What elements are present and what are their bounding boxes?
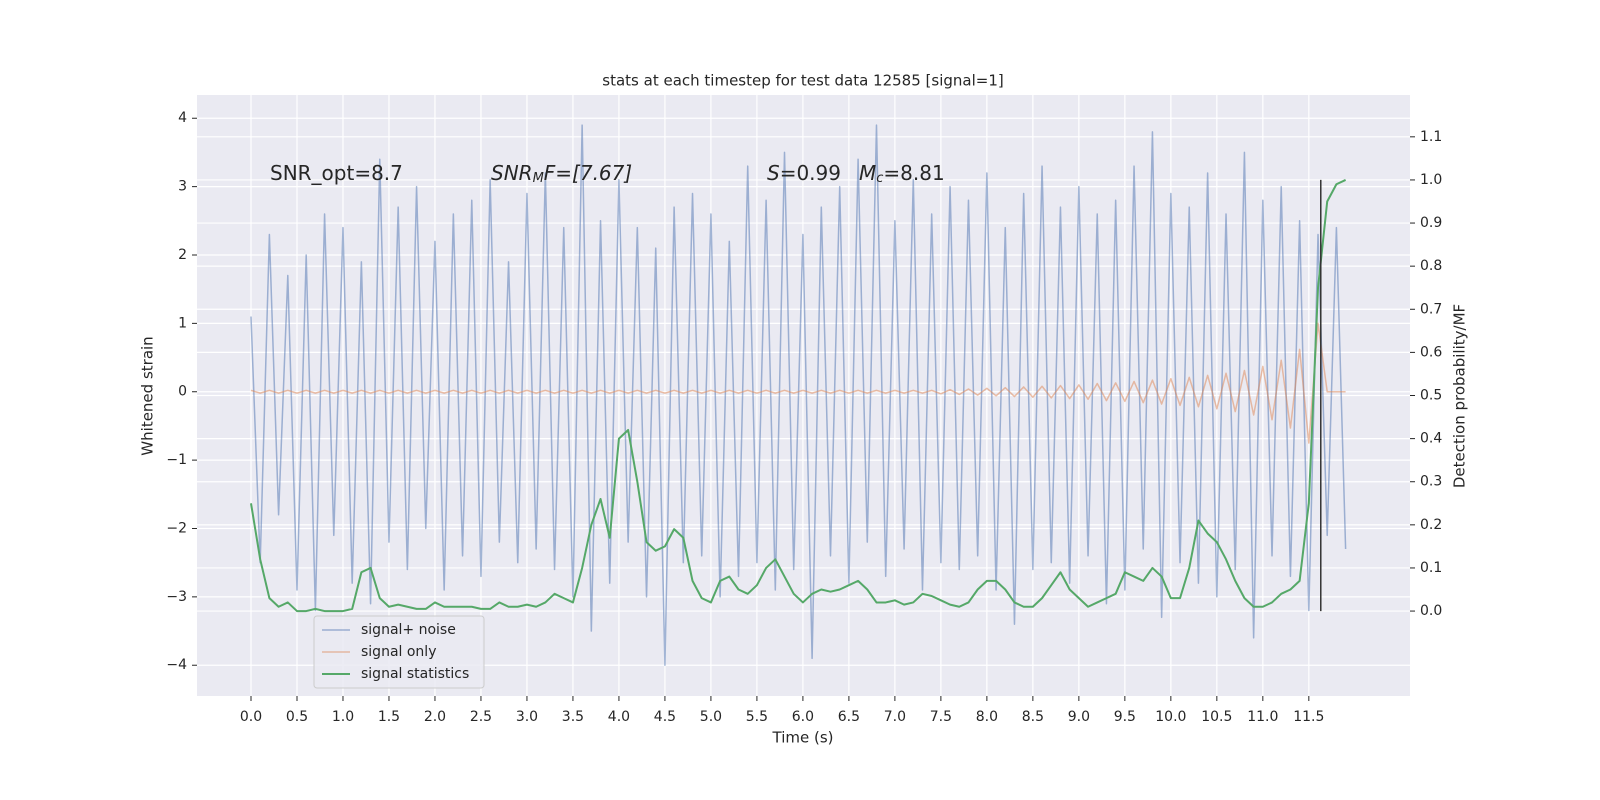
y2-tick-label: 0.4	[1420, 431, 1442, 447]
x-tick-label: 10.5	[1201, 709, 1232, 725]
x-tick-label: 0.5	[286, 709, 308, 725]
x-tick-label: 1.0	[332, 709, 354, 725]
y-tick-label: −3	[166, 589, 187, 605]
x-tick-label: 2.5	[470, 709, 492, 725]
x-tick-label: 6.0	[792, 709, 814, 725]
y-tick-label: 3	[178, 179, 187, 195]
chart-title: stats at each timestep for test data 125…	[602, 72, 1003, 90]
x-tick-label: 8.0	[976, 709, 998, 725]
x-tick-label: 5.0	[700, 709, 722, 725]
annotation: SNRMF=[7.67]	[491, 161, 632, 186]
x-tick-label: 4.5	[654, 709, 676, 725]
legend-label: signal+ noise	[361, 622, 456, 638]
y2-tick-label: 0.0	[1420, 603, 1442, 619]
y-tick-label: −4	[166, 657, 187, 673]
y-tick-label: 0	[178, 384, 187, 400]
x-tick-label: 3.0	[516, 709, 538, 725]
x-tick-label: 10.0	[1155, 709, 1186, 725]
y2-tick-label: 1.1	[1420, 129, 1442, 145]
x-tick-label: 5.5	[746, 709, 768, 725]
y2-tick-label: 0.3	[1420, 474, 1442, 490]
annotation-subscript: c	[876, 171, 883, 186]
series-line	[250, 322, 1346, 444]
annotation: SNR_opt=8.7	[270, 161, 403, 185]
y2-tick-label: 0.7	[1420, 301, 1442, 317]
x-tick-label: 4.0	[608, 709, 630, 725]
y-tick-label: −2	[166, 520, 187, 536]
annotation-text: M	[859, 161, 876, 185]
annotation-text: =0.99	[780, 161, 841, 185]
annotation-text: SNR	[491, 161, 533, 185]
annotation: Mc=8.81	[859, 161, 945, 186]
legend: signal+ noise signal only signal statistic…	[313, 615, 485, 689]
x-tick-label: 9.0	[1068, 709, 1090, 725]
series-line	[250, 124, 1347, 666]
y-axis-label: Whitened strain	[139, 336, 157, 455]
y-tick-label: 2	[178, 247, 187, 263]
annotation-subscript: M	[533, 171, 544, 186]
y2-tick-label: 0.1	[1420, 560, 1442, 576]
y2-tick-label: 0.2	[1420, 517, 1442, 533]
x-tick-label: 11.0	[1247, 709, 1278, 725]
x-tick-label: 0.0	[240, 709, 262, 725]
x-axis-label: Time (s)	[772, 729, 834, 747]
legend-label: signal only	[361, 644, 436, 660]
x-tick-label: 3.5	[562, 709, 584, 725]
y-tick-label: 4	[178, 110, 187, 126]
annotation: S=0.99	[767, 161, 841, 185]
axes: 0.0 0.5 1.0 1.5 2.0 2.5 3.0 3.5 4.0 4.5 5.0 5.5 6.0 6…	[166, 110, 1442, 725]
marks	[250, 124, 1347, 666]
annotation-text: S	[767, 161, 780, 185]
x-tick-label: 1.5	[378, 709, 400, 725]
annotation-text: F=[7.67]	[544, 161, 632, 185]
x-tick-label: 8.5	[1022, 709, 1044, 725]
y2-tick-label: 1.0	[1420, 172, 1442, 188]
legend-label: signal statistics	[361, 666, 469, 682]
x-tick-label: 2.0	[424, 709, 446, 725]
x-tick-label: 6.5	[838, 709, 860, 725]
y2-axis-label: Detection probability/MF	[1451, 304, 1469, 488]
x-tick-label: 7.5	[930, 709, 952, 725]
series-line	[250, 179, 1347, 613]
y2-tick-label: 0.5	[1420, 388, 1442, 404]
annotation-text: =8.81	[883, 161, 944, 185]
y2-tick-label: 0.9	[1420, 215, 1442, 231]
x-tick-label: 9.5	[1114, 709, 1136, 725]
annotation-text: SNR_opt=8.7	[270, 161, 403, 185]
legend-box	[313, 615, 485, 689]
y-tick-label: −1	[166, 452, 187, 468]
x-tick-label: 7.0	[884, 709, 906, 725]
y-tick-label: 1	[178, 315, 187, 331]
y2-tick-label: 0.6	[1420, 344, 1442, 360]
y2-tick-label: 0.8	[1420, 258, 1442, 274]
x-tick-label: 11.5	[1293, 709, 1324, 725]
